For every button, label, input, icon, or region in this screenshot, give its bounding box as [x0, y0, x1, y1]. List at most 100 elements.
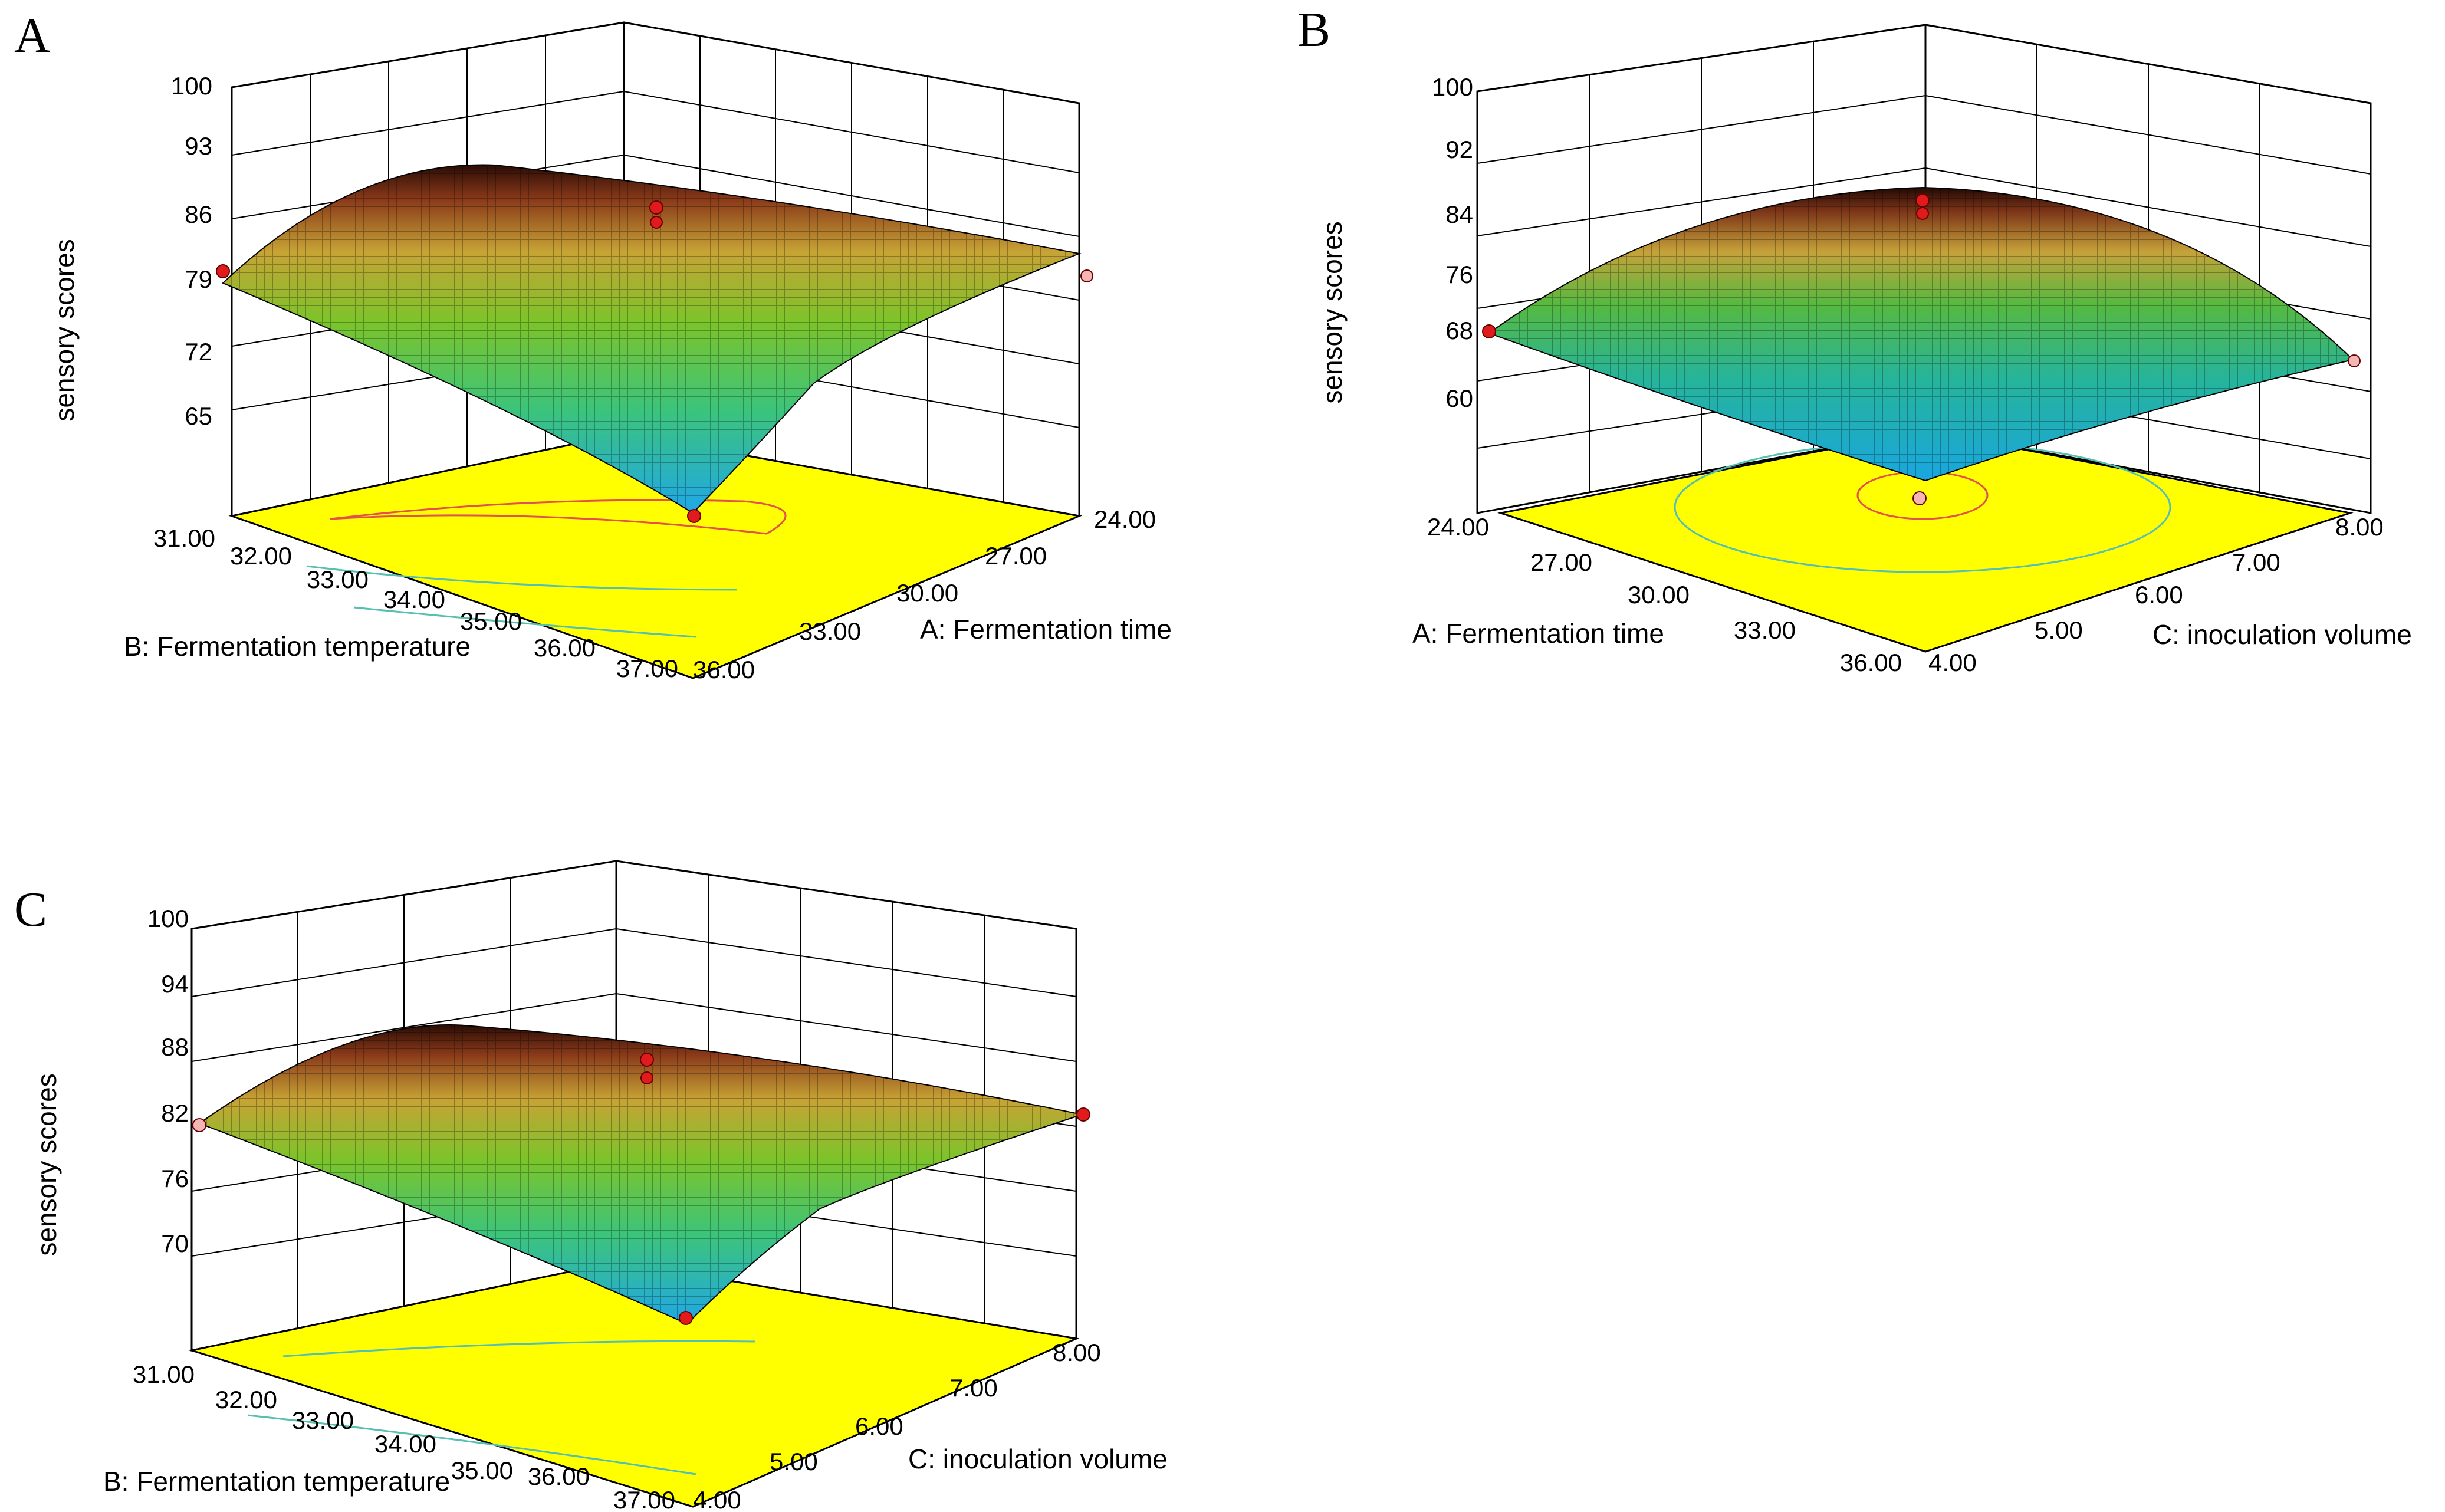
x-tick: 27.00	[1530, 548, 1592, 576]
panel-a-z-label: sensory scores	[49, 239, 80, 421]
panel-b-z-ticks: 60 68 76 84 92 100	[1432, 73, 1473, 412]
x-tick: 5.00	[770, 1448, 818, 1475]
y-tick: 5.00	[2035, 616, 2083, 644]
x-tick: 36.00	[693, 656, 755, 683]
y-tick: 33.00	[292, 1406, 354, 1434]
panel-c-design-point	[679, 1311, 693, 1325]
panel-b-y-ticks: 4.00 5.00 6.00 7.00 8.00	[1928, 513, 2384, 676]
panel-b-design-point	[1482, 324, 1496, 338]
z-tick: 88	[161, 1033, 189, 1061]
panel-c-design-point	[640, 1053, 654, 1067]
x-tick: 6.00	[855, 1412, 903, 1440]
panel-c-contour-teal	[282, 1340, 755, 1357]
z-tick: 100	[147, 905, 189, 932]
z-tick: 68	[1445, 317, 1473, 344]
y-tick: 6.00	[2135, 581, 2183, 609]
z-tick: 92	[1445, 136, 1473, 163]
x-tick: 8.00	[1053, 1339, 1101, 1366]
panel-a-y-ticks: 31.00 32.00 33.00 34.00 35.00 36.00 37.0…	[153, 524, 678, 682]
panel-c-x-label: C: inoculation volume	[908, 1444, 1168, 1474]
panel-b-y-label: C: inoculation volume	[2152, 619, 2412, 650]
panel-c-z-label: sensory scores	[31, 1073, 62, 1255]
panel-c-x-ticks: 4.00 5.00 6.00 7.00 8.00	[693, 1339, 1101, 1512]
y-tick: 32.00	[215, 1386, 277, 1414]
z-tick: 76	[161, 1165, 189, 1192]
panel-a-design-point	[216, 264, 230, 278]
panel-c-floor	[188, 1261, 1080, 1508]
panel-c-design-point	[192, 1118, 206, 1132]
panel-a-z-ticks: 65 72 79 86 93 100	[171, 72, 212, 430]
x-tick: 24.00	[1094, 505, 1156, 533]
panel-a: 65 72 79 86 93 100 sensory scores 31.00 …	[49, 21, 1172, 683]
z-tick: 79	[185, 265, 212, 293]
y-tick: 31.00	[133, 1360, 195, 1388]
panel-c-y-ticks: 31.00 32.00 33.00 34.00 35.00 36.00 37.0…	[133, 1360, 675, 1512]
y-tick: 36.00	[534, 634, 596, 662]
y-tick: 35.00	[451, 1457, 513, 1484]
panel-b-design-point	[1915, 193, 1930, 208]
panel-a-x-ticks: 24.00 27.00 30.00 33.00 36.00	[693, 505, 1156, 683]
panel-a-y-label: B: Fermentation temperature	[124, 631, 471, 662]
x-tick: 24.00	[1427, 513, 1489, 541]
z-tick: 72	[185, 338, 212, 366]
panel-a-design-point	[1080, 269, 1093, 282]
panel-a-x-label: A: Fermentation time	[920, 614, 1172, 645]
z-tick: 82	[161, 1099, 189, 1127]
panel-c-surface-mesh	[199, 1025, 1082, 1324]
panel-a-contour-red	[330, 499, 787, 535]
y-tick: 34.00	[383, 586, 445, 613]
y-tick: 8.00	[2335, 513, 2384, 541]
x-tick: 30.00	[896, 579, 958, 607]
z-tick: 94	[161, 970, 189, 998]
panel-a-design-point	[649, 200, 663, 215]
x-tick: 30.00	[1628, 581, 1690, 609]
panel-b-x-ticks: 24.00 27.00 30.00 33.00 36.00	[1427, 513, 1902, 676]
panel-c-design-point	[1076, 1107, 1090, 1122]
panel-c-contour-teal	[247, 1414, 696, 1475]
panel-a-surface-mesh	[223, 165, 1079, 513]
x-tick: 7.00	[949, 1374, 998, 1402]
z-tick: 84	[1445, 200, 1473, 228]
z-tick: 76	[1445, 261, 1473, 288]
panel-b-design-point	[1912, 491, 1927, 505]
panel-c-z-ticks: 70 76 82 88 94 100	[147, 905, 189, 1257]
panel-b: 60 68 76 84 92 100 sensory scores 24.00 …	[1317, 24, 2412, 676]
y-tick: 7.00	[2232, 548, 2280, 576]
z-tick: 86	[185, 200, 212, 228]
z-tick: 100	[171, 72, 212, 100]
y-tick: 31.00	[153, 524, 215, 552]
panel-letter-a: A	[14, 8, 50, 63]
z-tick: 100	[1432, 73, 1473, 101]
z-tick: 93	[185, 132, 212, 160]
z-tick: 70	[161, 1230, 189, 1257]
y-tick: 36.00	[528, 1462, 590, 1490]
z-tick: 65	[185, 402, 212, 430]
panel-b-design-point	[1916, 207, 1929, 220]
panel-c: 70 76 82 88 94 100 sensory scores 31.00 …	[31, 860, 1168, 1512]
y-tick: 4.00	[1928, 649, 1977, 676]
panel-letter-c: C	[14, 882, 47, 937]
panel-b-floor	[1497, 429, 2354, 653]
y-tick: 33.00	[307, 566, 369, 593]
y-tick: 35.00	[460, 607, 522, 635]
panel-a-design-point	[650, 216, 663, 229]
x-tick: 4.00	[693, 1486, 741, 1512]
x-tick: 36.00	[1840, 649, 1902, 676]
panel-b-z-label: sensory scores	[1317, 221, 1348, 403]
panel-a-contour-teal	[306, 565, 738, 638]
y-tick: 34.00	[374, 1430, 436, 1458]
z-tick: 60	[1445, 384, 1473, 412]
x-tick: 33.00	[799, 617, 861, 645]
y-tick: 32.00	[230, 542, 292, 570]
panel-b-x-label: A: Fermentation time	[1412, 618, 1664, 649]
y-tick: 37.00	[613, 1486, 675, 1512]
panel-b-design-point	[2348, 354, 2361, 367]
panel-letter-b: B	[1297, 2, 1330, 57]
panel-c-design-point	[640, 1071, 653, 1084]
y-tick: 37.00	[616, 655, 678, 682]
x-tick: 33.00	[1734, 616, 1796, 644]
x-tick: 27.00	[985, 542, 1047, 570]
panel-b-surface-mesh	[1489, 188, 2353, 481]
panel-c-y-label: B: Fermentation temperature	[103, 1466, 450, 1497]
